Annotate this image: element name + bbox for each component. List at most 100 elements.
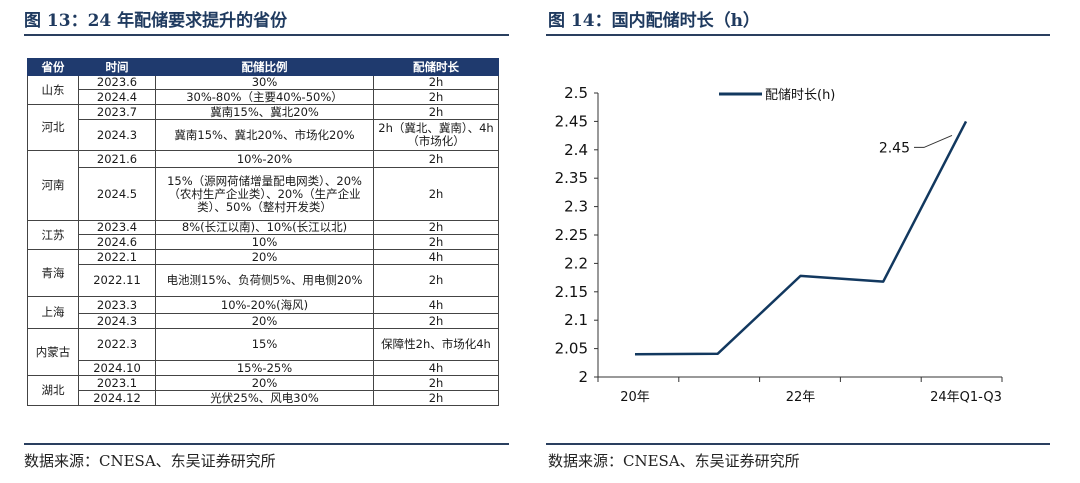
- duration-cell: 2h: [373, 264, 499, 297]
- ratio-cell: 15%（源网荷储增量配电网类）、20%（农村生产企业类）、20%（生产企业类）、…: [155, 167, 374, 221]
- table-figure-title: 图 13：24 年配储要求提升的省份: [24, 11, 288, 31]
- duration-cell: 2h: [373, 150, 499, 168]
- time-cell: 2023.4: [78, 220, 156, 235]
- time-cell: 2023.6: [78, 75, 156, 90]
- ratio-cell: 15%: [155, 328, 374, 361]
- duration-cell: 保障性2h、市场化4h: [373, 328, 499, 361]
- chart-figure-title: 图 14：国内配储时长（h）: [548, 11, 760, 31]
- duration-line-chart: 2 2.05 2.1 2.15 2.2 2.25 2.3 2.35 2.4 2.45 2.5 20年 2…: [555, 84, 1003, 405]
- time-cell: 2022.1: [78, 249, 156, 265]
- duration-cell: 2h（冀北、冀南）、4h（市场化）: [373, 119, 499, 151]
- ratio-cell: 8%(长江以南)、10%(长江以北): [155, 220, 374, 235]
- duration-cell: 4h: [373, 249, 499, 265]
- x-tick-label: 24年Q1-Q3: [930, 390, 1002, 405]
- time-cell: 2023.3: [78, 296, 156, 314]
- annotation-leader: [914, 134, 953, 148]
- ratio-cell: 20%: [155, 375, 374, 391]
- table-header-row: 省份 时间 配储比例 配储时长: [27, 58, 499, 76]
- chart-source-note: 数据来源：CNESA、东吴证券研究所: [548, 452, 800, 470]
- ratio-cell: 光伏25%、风电30%: [155, 390, 374, 406]
- duration-cell: 4h: [373, 296, 499, 314]
- top-rule-right: [546, 34, 1050, 36]
- table-row: 2024.5 15%（源网荷储增量配电网类）、20%（农村生产企业类）、20%（生…: [28, 167, 499, 221]
- time-cell: 2024.10: [78, 360, 156, 376]
- province-cell: 青海: [27, 249, 79, 297]
- legend-label: 配储时长(h): [765, 88, 835, 103]
- time-cell: 2023.1: [78, 375, 156, 391]
- duration-cell: 2h: [373, 75, 499, 90]
- table-row: 山东 2023.6 30% 2h: [27, 75, 499, 105]
- ratio-cell: 电池测15%、负荷侧5%、用电侧20%: [155, 264, 374, 297]
- table-row: 2024.3 20% 2h: [28, 313, 499, 329]
- time-cell: 2024.12: [78, 390, 156, 406]
- ratio-cell: 冀南15%、冀北20%、市场化20%: [155, 119, 374, 151]
- duration-cell: 2h: [373, 220, 499, 235]
- x-tick-label: 20年: [620, 390, 650, 405]
- top-rule-left: [24, 34, 509, 36]
- y-tick-label: 2.25: [555, 226, 588, 244]
- series-line: [634, 120, 968, 356]
- time-cell: 2024.3: [78, 119, 156, 151]
- time-cell: 2024.5: [78, 167, 156, 221]
- ratio-cell: 20%: [155, 313, 374, 329]
- table-row: 河南 2021.6 10%-20% 2h: [27, 150, 499, 221]
- x-tick-label: 22年: [786, 390, 816, 405]
- table-row: 湖北 2023.1 20% 2h: [27, 375, 499, 406]
- y-tick-label: 2.3: [564, 198, 588, 216]
- bottom-rule-right: [546, 443, 1050, 445]
- ratio-cell: 10%-20%(海风): [155, 296, 374, 314]
- y-tick-label: 2.05: [555, 340, 588, 358]
- province-cell: 湖北: [27, 375, 79, 406]
- table-source-note: 数据来源：CNESA、东吴证券研究所: [24, 452, 276, 470]
- duration-cell: 2h: [373, 390, 499, 406]
- ratio-cell: 20%: [155, 249, 374, 265]
- header-time: 时间: [78, 58, 156, 76]
- time-cell: 2024.4: [78, 89, 156, 105]
- table-body: 山东 2023.6 30% 2h 2024.4 30%-80%（主要40%-50%） 2h 河…: [27, 75, 499, 406]
- province-cell: 上海: [27, 296, 79, 329]
- duration-cell: 4h: [373, 360, 499, 376]
- table-row: 江苏 2023.4 8%(长江以南)、10%(长江以北) 2h: [27, 220, 499, 250]
- storage-policy-table: 省份 时间 配储比例 配储时长 山东 2023.6 30% 2h 2024.4 30%-8…: [27, 58, 499, 406]
- ratio-cell: 30%: [155, 75, 374, 90]
- duration-cell: 2h: [373, 167, 499, 221]
- province-cell: 山东: [27, 75, 79, 105]
- time-cell: 2023.7: [78, 104, 156, 120]
- header-duration: 配储时长: [373, 58, 499, 76]
- time-cell: 2024.3: [78, 313, 156, 329]
- y-tick-label: 2.5: [564, 84, 588, 102]
- y-tick-label: 2.45: [555, 112, 588, 130]
- y-tick-label: 2.2: [564, 254, 588, 272]
- duration-cell: 2h: [373, 104, 499, 120]
- y-tick-label: 2.1: [564, 311, 588, 329]
- ratio-cell: 10%: [155, 234, 374, 250]
- time-cell: 2021.6: [78, 150, 156, 168]
- y-tick-label: 2.4: [564, 141, 588, 159]
- table-row: 2024.6 10% 2h: [28, 234, 499, 250]
- table-row: 2024.4 30%-80%（主要40%-50%） 2h: [28, 89, 499, 105]
- table-row: 2024.10 15%-25% 4h: [28, 360, 499, 376]
- duration-cell: 2h: [373, 234, 499, 250]
- table-row: 上海 2023.3 10%-20%(海风) 4h: [27, 296, 499, 329]
- duration-cell: 2h: [373, 375, 499, 391]
- time-cell: 2024.6: [78, 234, 156, 250]
- duration-cell: 2h: [373, 313, 499, 329]
- annotation-label: 2.45: [879, 140, 910, 156]
- province-cell: 江苏: [27, 220, 79, 250]
- province-cell: 河南: [27, 150, 79, 221]
- ratio-cell: 30%-80%（主要40%-50%）: [155, 89, 374, 105]
- table-row: 青海 2022.1 20% 4h: [27, 249, 499, 297]
- time-cell: 2022.3: [78, 328, 156, 361]
- duration-cell: 2h: [373, 89, 499, 105]
- y-tick-label: 2.15: [555, 283, 588, 301]
- table-row: 2024.3 冀南15%、冀北20%、市场化20% 2h（冀北、冀南）、4h（市场化…: [28, 119, 499, 151]
- y-tick-label: 2.35: [555, 169, 588, 187]
- table-row: 河北 2023.7 冀南15%、冀北20% 2h: [27, 104, 499, 151]
- ratio-cell: 10%-20%: [155, 150, 374, 168]
- bottom-rule-left: [24, 443, 509, 445]
- province-cell: 河北: [27, 104, 79, 151]
- ratio-cell: 冀南15%、冀北20%: [155, 104, 374, 120]
- y-tick-label: 2: [578, 368, 588, 386]
- table-row: 2024.12 光伏25%、风电30% 2h: [28, 390, 499, 406]
- ratio-cell: 15%-25%: [155, 360, 374, 376]
